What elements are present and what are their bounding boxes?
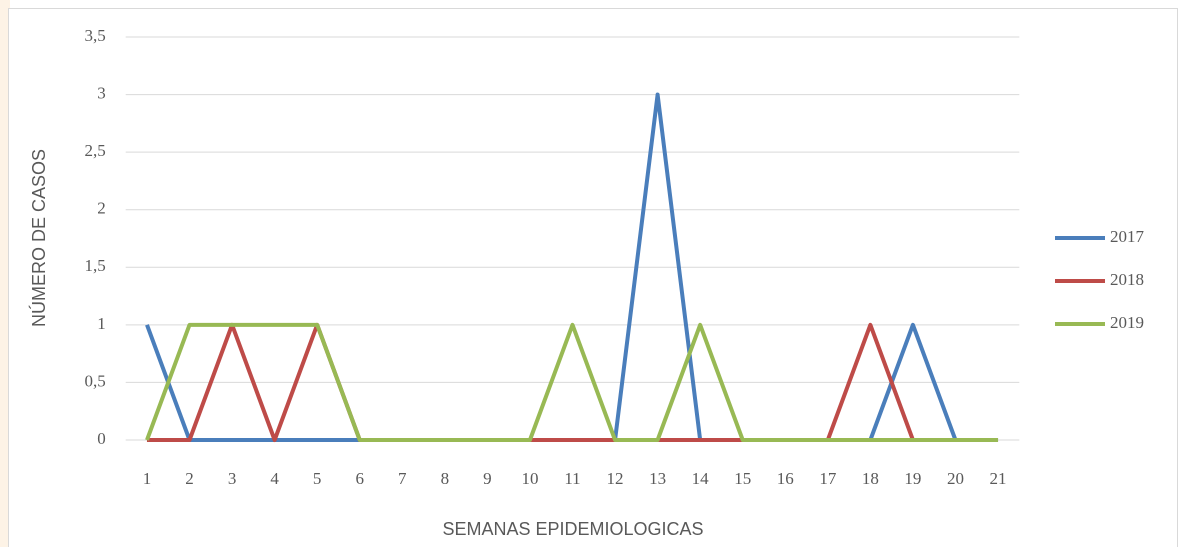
y-tick-label: 3,5 xyxy=(84,26,105,45)
x-tick-label: 13 xyxy=(649,469,666,488)
x-tick-label: 1 xyxy=(143,469,152,488)
legend-label: 2017 xyxy=(1110,227,1145,246)
x-tick-label: 3 xyxy=(228,469,237,488)
x-tick-label: 12 xyxy=(607,469,624,488)
x-tick-label: 16 xyxy=(777,469,794,488)
y-tick-label: 1 xyxy=(97,314,106,333)
x-tick-label: 10 xyxy=(521,469,538,488)
series-line xyxy=(146,322,999,442)
x-axis-title: SEMANAS EPIDEMIOLOGICAS xyxy=(442,519,703,539)
series-line xyxy=(145,322,999,442)
x-tick-label: 17 xyxy=(819,469,837,488)
x-tick-label: 15 xyxy=(734,469,751,488)
x-tick-label: 20 xyxy=(947,469,964,488)
x-tick-label: 4 xyxy=(270,469,279,488)
y-tick-label: 0 xyxy=(97,429,106,448)
y-tick-label: 0,5 xyxy=(84,371,105,390)
chart-frame xyxy=(8,8,1178,547)
x-tick-label: 19 xyxy=(904,469,921,488)
edge-strip xyxy=(0,0,10,547)
y-tick-label: 1,5 xyxy=(84,256,105,275)
x-tick-label: 21 xyxy=(990,469,1007,488)
y-tick-label: 2 xyxy=(97,199,106,218)
x-tick-label: 5 xyxy=(313,469,322,488)
x-tick-label: 18 xyxy=(862,469,879,488)
y-axis-title: NÚMERO DE CASOS xyxy=(28,149,49,327)
y-tick-label: 2,5 xyxy=(84,141,105,160)
x-tick-label: 6 xyxy=(355,469,364,488)
y-tick-label: 3 xyxy=(97,83,106,102)
x-tick-label: 9 xyxy=(483,469,492,488)
x-tick-label: 14 xyxy=(692,469,710,488)
x-tick-label: 11 xyxy=(564,469,580,488)
legend-label: 2018 xyxy=(1110,270,1144,289)
x-tick-label: 8 xyxy=(441,469,450,488)
x-tick-label: 7 xyxy=(398,469,407,488)
x-tick-label: 2 xyxy=(185,469,194,488)
legend-label: 2019 xyxy=(1110,313,1144,332)
